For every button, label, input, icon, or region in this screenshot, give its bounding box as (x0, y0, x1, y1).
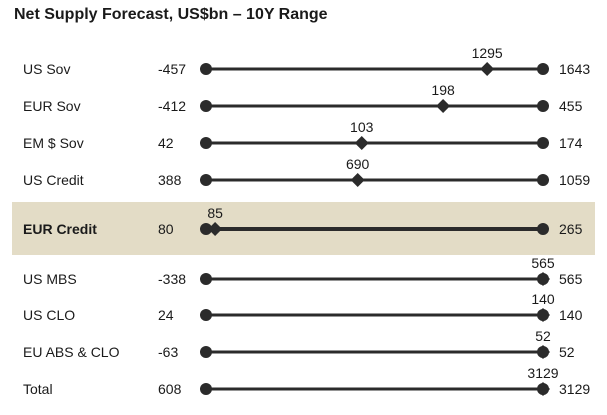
max-label-eur-credit: 265 (559, 221, 583, 237)
forecast-label-total: 3129 (527, 365, 558, 381)
min-label-total: 608 (158, 381, 182, 397)
min-point-eur-sov (200, 100, 212, 112)
min-point-eu-abs-clo (200, 346, 212, 358)
max-point-eur-credit (537, 223, 549, 235)
max-label-total: 3129 (559, 381, 590, 397)
row-label-us-mbs: US MBS (23, 271, 77, 287)
max-label-us-credit: 1059 (559, 172, 590, 188)
row-label-eur-credit: EUR Credit (23, 221, 97, 237)
forecast-marker-us-credit (350, 173, 365, 187)
max-point-eur-sov (537, 100, 549, 112)
forecast-label-em-sov: 103 (350, 119, 374, 135)
forecast-label-eu-abs-clo: 52 (535, 328, 551, 344)
row-label-eu-abs-clo: EU ABS & CLO (23, 344, 120, 360)
max-label-em-sov: 174 (559, 135, 583, 151)
min-label-eur-sov: -412 (158, 98, 186, 114)
min-point-us-clo (200, 309, 212, 321)
min-point-em-sov (200, 137, 212, 149)
min-point-us-sov (200, 63, 212, 75)
max-label-us-clo: 140 (559, 307, 583, 323)
forecast-label-us-sov: 1295 (472, 45, 503, 61)
min-label-eur-credit: 80 (158, 221, 174, 237)
max-label-eur-sov: 455 (559, 98, 583, 114)
chart-title: Net Supply Forecast, US$bn – 10Y Range (14, 6, 328, 23)
min-point-total (200, 383, 212, 395)
min-point-eur-credit (200, 223, 212, 235)
forecast-marker-eu-abs-clo (536, 345, 550, 359)
row-label-us-clo: US CLO (23, 307, 75, 323)
max-label-us-mbs: 565 (559, 271, 583, 287)
forecast-marker-total (536, 382, 550, 396)
forecast-marker-eur-credit (208, 222, 223, 236)
max-label-us-sov: 1643 (559, 61, 590, 77)
forecast-label-us-mbs: 565 (531, 255, 555, 271)
forecast-marker-em-sov (354, 136, 369, 150)
min-point-us-mbs (200, 273, 212, 285)
max-point-em-sov (537, 137, 549, 149)
max-point-us-sov (537, 63, 549, 75)
forecast-label-us-clo: 140 (531, 291, 555, 307)
forecast-marker-eur-sov (436, 99, 451, 113)
min-label-us-mbs: -338 (158, 271, 186, 287)
min-label-us-clo: 24 (158, 307, 174, 323)
forecast-label-us-credit: 690 (346, 156, 370, 172)
row-label-us-sov: US Sov (23, 61, 70, 77)
forecast-marker-us-clo (536, 308, 550, 322)
min-point-us-credit (200, 174, 212, 186)
forecast-marker-us-sov (480, 62, 495, 76)
forecast-label-eur-sov: 198 (431, 82, 455, 98)
row-label-eur-sov: EUR Sov (23, 98, 81, 114)
min-label-em-sov: 42 (158, 135, 174, 151)
forecast-marker-us-mbs (536, 272, 550, 286)
row-label-total: Total (23, 381, 53, 397)
row-label-us-credit: US Credit (23, 172, 84, 188)
forecast-label-eur-credit: 85 (207, 205, 223, 221)
max-label-eu-abs-clo: 52 (559, 344, 575, 360)
max-point-us-credit (537, 174, 549, 186)
min-label-us-credit: 388 (158, 172, 182, 188)
row-label-em-sov: EM $ Sov (23, 135, 84, 151)
min-label-us-sov: -457 (158, 61, 186, 77)
min-label-eu-abs-clo: -63 (158, 344, 178, 360)
